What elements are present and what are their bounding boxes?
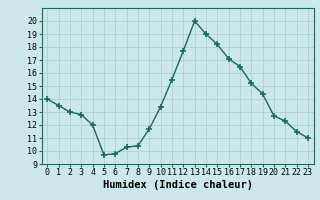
X-axis label: Humidex (Indice chaleur): Humidex (Indice chaleur) <box>103 180 252 190</box>
